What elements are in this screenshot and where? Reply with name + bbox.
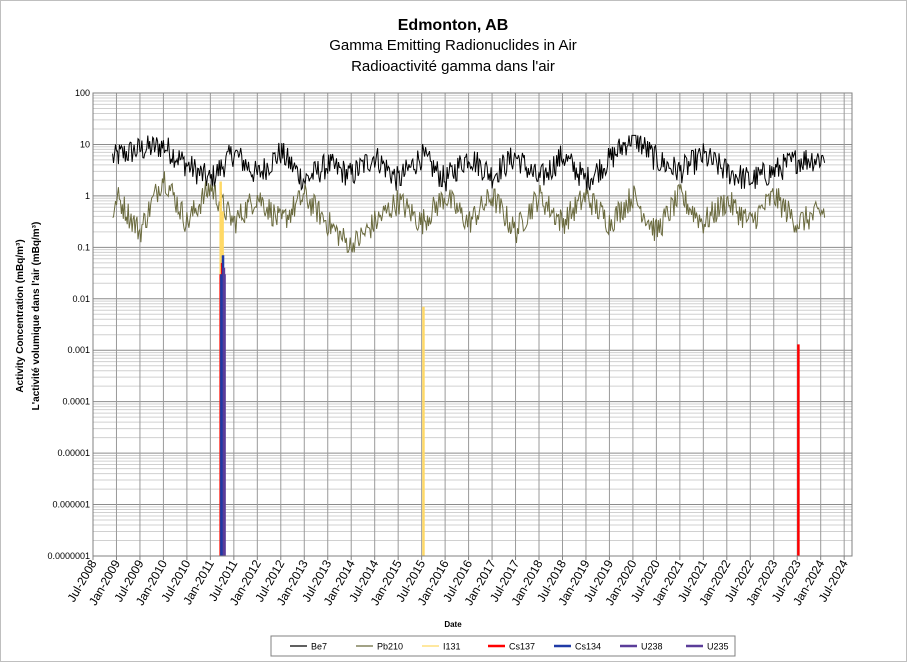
y-tick-label: 0.00001 bbox=[57, 448, 90, 458]
legend-label-i131: I131 bbox=[443, 642, 461, 652]
chart-title: Edmonton, AB bbox=[398, 17, 509, 34]
y-tick-label: 0.1 bbox=[77, 242, 90, 252]
y-tick-label: 100 bbox=[75, 88, 90, 98]
legend-label-u235: U235 bbox=[707, 642, 729, 652]
y-tick-label: 0.0001 bbox=[62, 397, 90, 407]
y-tick-label: 0.0000001 bbox=[47, 551, 90, 561]
series-line-be7 bbox=[112, 134, 826, 192]
series-layer bbox=[112, 134, 826, 556]
chart-subtitle-en: Gamma Emitting Radionuclides in Air bbox=[329, 37, 577, 54]
x-axis-ticks: Jul-2008Jan-2009Jul-2009Jan-2010Jul-2010… bbox=[64, 556, 851, 608]
y-axis-ticks: 100 10 1 0.1 0.01 0.001 0.0001 0.00001 0.000001 0… bbox=[47, 88, 90, 561]
y-tick-label: 0.000001 bbox=[52, 500, 90, 510]
legend: Be7 Pb210 I131 Cs137 Cs134 U238 U235 bbox=[270, 635, 736, 657]
series-be7 bbox=[112, 134, 826, 192]
legend-label-u238: U238 bbox=[641, 642, 663, 652]
x-axis-label: Date bbox=[444, 620, 462, 629]
y-tick-label: 1 bbox=[85, 191, 90, 201]
legend-label-pb210: Pb210 bbox=[377, 642, 403, 652]
y-axis-label-en: Activity Concentration (mBq/m³) bbox=[15, 239, 26, 392]
legend-label-cs134: Cs134 bbox=[575, 642, 601, 652]
y-axis-label-fr: L'activité volumique dans l'air (mBq/m³) bbox=[31, 222, 42, 411]
y-tick-label: 10 bbox=[80, 139, 90, 149]
series-i131 bbox=[219, 181, 425, 556]
legend-label-cs137: Cs137 bbox=[509, 642, 535, 652]
chart-subtitle-fr: Radioactivité gamma dans l'air bbox=[351, 58, 555, 75]
y-tick-label: 0.001 bbox=[67, 345, 90, 355]
series-pb210 bbox=[112, 171, 826, 253]
series-line-pb210 bbox=[112, 171, 826, 253]
grid bbox=[92, 93, 852, 557]
legend-label-be7: Be7 bbox=[311, 642, 327, 652]
y-tick-label: 0.01 bbox=[72, 294, 90, 304]
plot-area bbox=[92, 92, 853, 557]
